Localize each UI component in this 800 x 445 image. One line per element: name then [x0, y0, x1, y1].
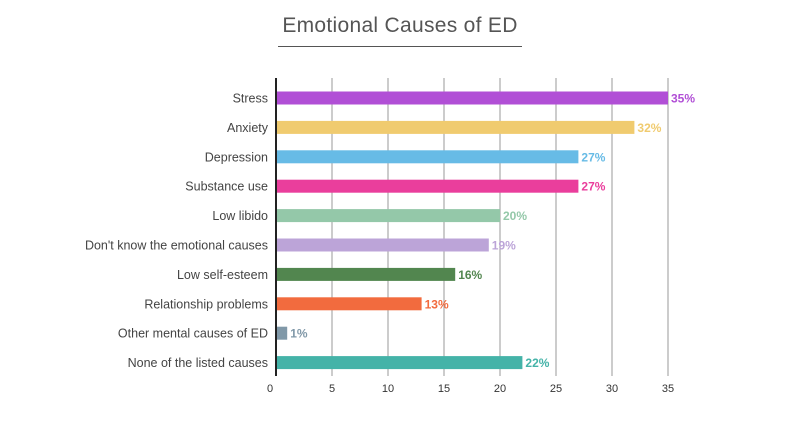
bar: [276, 267, 456, 281]
bar: [276, 297, 422, 311]
x-tick-label: 10: [382, 383, 394, 395]
category-label: Don't know the emotional causes: [85, 239, 268, 253]
x-tick-label: 20: [494, 383, 506, 395]
value-label: 22%: [525, 356, 549, 370]
value-label: 1%: [290, 327, 308, 341]
chart-title: Emotional Causes of ED: [278, 14, 522, 47]
category-label: Relationship problems: [144, 297, 268, 311]
x-tick-label: 35: [662, 383, 674, 395]
x-tick-labels: 0 5 10 15 20 25 30 35: [267, 383, 674, 395]
bar: [276, 209, 500, 223]
value-label: 19%: [492, 239, 516, 253]
bar: [276, 150, 579, 164]
bar: [276, 356, 523, 370]
x-tick-label: 30: [606, 383, 618, 395]
value-label: 16%: [458, 268, 482, 282]
category-labels: Stress Anxiety Depression Substance use Low …: [85, 92, 269, 371]
x-tick-label: 15: [438, 383, 450, 395]
value-label: 35%: [671, 92, 695, 106]
category-label: Depression: [205, 150, 268, 164]
bar: [276, 120, 635, 134]
value-label: 27%: [581, 180, 605, 194]
chart-title-wrap: Emotional Causes of ED: [0, 14, 800, 47]
category-label: Low libido: [212, 209, 268, 223]
bars: [276, 91, 668, 370]
value-label: 32%: [637, 121, 661, 135]
category-label: Low self-esteem: [177, 268, 268, 282]
value-label: 20%: [503, 209, 527, 223]
bar: [276, 179, 579, 193]
x-tick-label: 0: [267, 383, 273, 395]
value-label: 27%: [581, 150, 605, 164]
value-label: 13%: [425, 297, 449, 311]
category-label: Anxiety: [227, 121, 269, 135]
bar: [276, 238, 489, 252]
category-label: Stress: [233, 92, 268, 106]
category-label: Other mental causes of ED: [118, 327, 268, 341]
x-tick-label: 5: [329, 383, 335, 395]
bar: [276, 326, 288, 340]
category-label: Substance use: [185, 180, 268, 194]
category-label: None of the listed causes: [128, 356, 268, 370]
bar: [276, 91, 668, 105]
value-labels: 35% 32% 27% 27% 20% 19% 16% 13% 1% 22%: [290, 92, 695, 371]
x-tick-label: 25: [550, 383, 562, 395]
